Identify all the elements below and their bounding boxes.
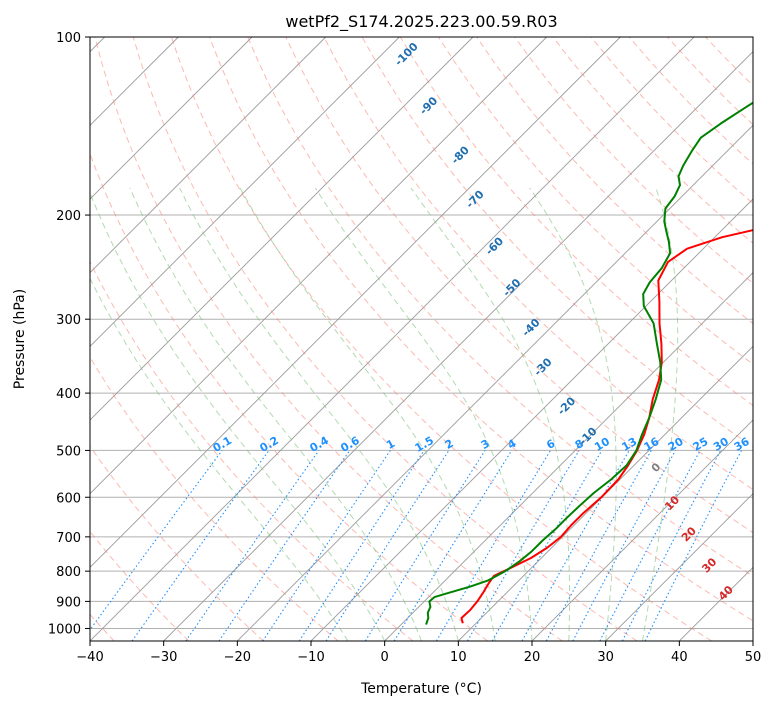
isotherm--70 bbox=[90, 37, 474, 421]
y-tick-label: 200 bbox=[56, 209, 81, 224]
moist-adiabat bbox=[90, 277, 349, 641]
dry-adiabat bbox=[90, 445, 264, 641]
isotherm--60 bbox=[90, 37, 547, 495]
mixing-ratio-line bbox=[393, 450, 513, 641]
moist-adiabat bbox=[529, 187, 617, 641]
dry-adiabat bbox=[514, 37, 753, 284]
plot-background bbox=[90, 37, 753, 641]
moist-adiabat bbox=[642, 187, 679, 641]
dry-adiabat bbox=[285, 37, 753, 534]
isotherm-50 bbox=[752, 640, 753, 641]
y-tick-label: 700 bbox=[56, 531, 81, 546]
mixing-ratio-line bbox=[218, 450, 351, 641]
isotherm-30 bbox=[605, 493, 753, 641]
x-tick-label: −40 bbox=[76, 650, 103, 665]
x-tick-label: 50 bbox=[745, 650, 762, 665]
mixing-ratio-line bbox=[545, 450, 652, 641]
dry-adiabat bbox=[209, 37, 753, 622]
mixing-ratio-line bbox=[298, 450, 425, 641]
y-tick-label: 1000 bbox=[48, 622, 81, 637]
y-tick-label: 300 bbox=[56, 313, 81, 328]
mixing-ratio-line bbox=[262, 450, 391, 641]
y-tick-label: 900 bbox=[56, 595, 81, 610]
isotherm--20 bbox=[237, 124, 753, 641]
mixing-ratio-line bbox=[621, 450, 722, 641]
x-tick-label: 20 bbox=[524, 650, 541, 665]
x-tick-label: 10 bbox=[450, 650, 467, 665]
chart-title: wetPf2_S174.2025.223.00.59.R03 bbox=[285, 12, 557, 32]
mixing-ratio-line bbox=[131, 450, 270, 641]
isotherm--90 bbox=[90, 37, 326, 274]
isotherm--30 bbox=[163, 51, 753, 641]
y-axis-title: Pressure (hPa) bbox=[12, 289, 28, 389]
isotherm-0 bbox=[384, 272, 753, 641]
dewpoint-profile bbox=[425, 101, 753, 625]
x-axis-title: Temperature (°C) bbox=[360, 681, 482, 697]
moist-adiabat bbox=[314, 187, 533, 641]
y-tick-label: 400 bbox=[56, 387, 81, 402]
moist-adiabat bbox=[129, 187, 422, 641]
y-tick-label: 600 bbox=[56, 491, 81, 506]
y-tick-label: 500 bbox=[56, 444, 81, 459]
axis-ticks: −40 −30 −20 −10 0 10 20 30 40 50 1000 900 800 700 600 5… bbox=[48, 31, 761, 665]
mixing-ratio-line bbox=[644, 450, 742, 641]
mixing-ratio-line bbox=[185, 450, 320, 641]
mixing-ratio-line bbox=[325, 450, 450, 641]
isotherm--40 bbox=[90, 37, 695, 641]
moist-adiabat bbox=[410, 187, 571, 641]
x-tick-label: −10 bbox=[297, 650, 324, 665]
dry-adiabat bbox=[94, 37, 563, 641]
x-tick-label: 0 bbox=[381, 650, 389, 665]
dry-adiabat bbox=[170, 37, 712, 641]
y-tick-label: 800 bbox=[56, 565, 81, 580]
x-tick-label: −20 bbox=[224, 650, 251, 665]
x-tick-label: 30 bbox=[597, 650, 614, 665]
isotherm--80 bbox=[90, 37, 400, 347]
mixing-ratio-line bbox=[572, 450, 676, 641]
dry-adiabat bbox=[132, 37, 638, 641]
dry-adiabat bbox=[90, 260, 414, 641]
moist-adiabat bbox=[179, 187, 459, 641]
plot-frame bbox=[89, 36, 754, 642]
x-tick-label: 40 bbox=[671, 650, 688, 665]
isotherm-10 bbox=[458, 345, 753, 641]
dry-adiabat bbox=[90, 356, 339, 641]
dry-adiabat bbox=[323, 37, 753, 491]
moist-adiabat bbox=[239, 187, 496, 641]
isotherm--100 bbox=[90, 37, 253, 200]
x-tick-label: −30 bbox=[150, 650, 177, 665]
isotherm--50 bbox=[90, 37, 621, 568]
y-tick-label: 100 bbox=[56, 31, 81, 46]
moist-adiabat bbox=[90, 191, 386, 641]
dry-adiabat bbox=[247, 37, 753, 577]
isotherm-20 bbox=[531, 419, 753, 641]
mixing-ratio-line bbox=[90, 450, 223, 631]
dry-adiabat bbox=[476, 37, 753, 325]
